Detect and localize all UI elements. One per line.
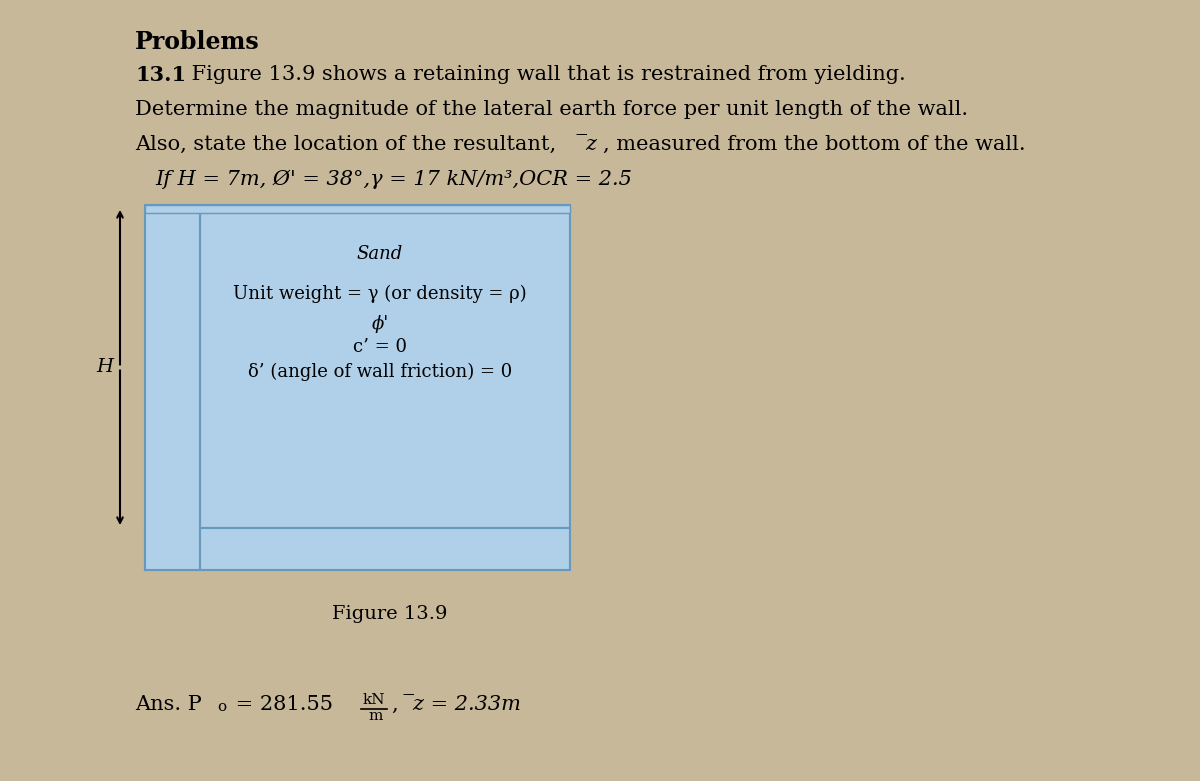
Bar <box>145 205 570 213</box>
Text: H: H <box>96 358 114 376</box>
Text: Also, state the location of the resultant,: Also, state the location of the resultan… <box>134 135 563 154</box>
Text: m: m <box>368 709 383 723</box>
Text: Problems: Problems <box>134 30 259 54</box>
Text: Figure 13.9: Figure 13.9 <box>332 605 448 623</box>
Text: kN: kN <box>364 693 385 707</box>
Text: If H = 7m, Ø' = 38°,γ = 17 kN/m³,OCR = 2.5: If H = 7m, Ø' = 38°,γ = 17 kN/m³,OCR = 2… <box>155 170 632 189</box>
Text: Figure 13.9 shows a retaining wall that is restrained from yielding.: Figure 13.9 shows a retaining wall that … <box>185 65 906 84</box>
Text: ϕ': ϕ' <box>371 315 389 333</box>
Text: Sand: Sand <box>356 245 403 263</box>
Bar <box>145 205 200 570</box>
Text: c’ = 0: c’ = 0 <box>353 338 407 356</box>
Bar <box>145 528 570 570</box>
Text: δ’ (angle of wall friction) = 0: δ’ (angle of wall friction) = 0 <box>248 363 512 381</box>
Text: ̅z: ̅z <box>586 135 598 154</box>
Text: Determine the magnitude of the lateral earth force per unit length of the wall.: Determine the magnitude of the lateral e… <box>134 100 968 119</box>
Text: Unit weight = γ (or density = ρ): Unit weight = γ (or density = ρ) <box>233 285 527 303</box>
Text: = 281.55: = 281.55 <box>229 695 334 714</box>
Bar <box>200 205 570 528</box>
Text: ,: , <box>391 695 397 714</box>
Text: 13.1: 13.1 <box>134 65 186 85</box>
Text: , measured from the bottom of the wall.: , measured from the bottom of the wall. <box>604 135 1026 154</box>
Text: o: o <box>217 700 226 714</box>
Text: Ans. P: Ans. P <box>134 695 202 714</box>
Text: ̅z = 2.33m: ̅z = 2.33m <box>413 695 521 714</box>
